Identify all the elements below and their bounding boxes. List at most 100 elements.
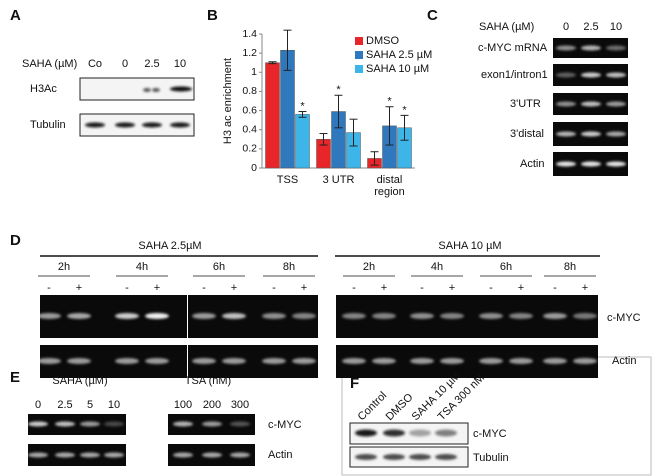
y-tick-label: 0.2 bbox=[242, 143, 257, 155]
y-tick-label: 0.6 bbox=[242, 104, 257, 116]
gel bbox=[28, 414, 126, 435]
band bbox=[440, 358, 464, 364]
row-label: 3'UTR bbox=[510, 98, 541, 110]
treatment-label: + bbox=[76, 282, 82, 294]
band bbox=[606, 101, 626, 107]
band bbox=[355, 454, 377, 460]
row-label: Tubulin bbox=[30, 119, 66, 131]
lane-label: 200 bbox=[203, 399, 221, 411]
group-title: SAHA 10 µM bbox=[438, 240, 501, 252]
row-label: H3Ac bbox=[30, 83, 57, 95]
error-bar bbox=[298, 111, 307, 118]
band bbox=[543, 313, 567, 319]
y-axis-label: H3 ac enrichment bbox=[222, 58, 234, 144]
treatment-label: + bbox=[518, 282, 524, 294]
y-tick-label: 1.2 bbox=[242, 47, 257, 59]
legend-swatch bbox=[355, 37, 363, 45]
treatment-label: + bbox=[231, 282, 237, 294]
lane-label: Control bbox=[356, 390, 390, 424]
lane-label: 0 bbox=[122, 58, 128, 70]
bar bbox=[295, 114, 310, 169]
error-bar bbox=[349, 118, 358, 147]
band bbox=[410, 358, 434, 364]
band bbox=[383, 429, 405, 437]
band bbox=[145, 313, 169, 319]
significance-mark: * bbox=[336, 84, 341, 96]
lane-label: 2.5 bbox=[583, 21, 598, 33]
band bbox=[222, 358, 246, 364]
band bbox=[606, 131, 626, 137]
treatment-label: - bbox=[272, 282, 276, 294]
band bbox=[581, 161, 601, 167]
group-title: SAHA (µM) bbox=[52, 375, 107, 387]
lane-label: 10 bbox=[610, 21, 622, 33]
treatment-label: - bbox=[553, 282, 557, 294]
band bbox=[409, 429, 431, 437]
row-label: c-MYC bbox=[607, 312, 641, 324]
bar bbox=[265, 62, 280, 169]
band bbox=[556, 101, 576, 107]
band bbox=[230, 452, 250, 458]
legend-label: DMSO bbox=[366, 35, 399, 47]
error-bar bbox=[319, 133, 328, 146]
panel-letter: A bbox=[10, 7, 21, 24]
band bbox=[435, 454, 457, 460]
band bbox=[342, 358, 366, 364]
lane-label: 300 bbox=[231, 399, 249, 411]
row-label: Actin bbox=[268, 449, 292, 461]
panel-letter: B bbox=[207, 7, 218, 24]
band bbox=[479, 313, 503, 319]
y-tick-label: 0 bbox=[251, 162, 257, 174]
band bbox=[80, 452, 100, 458]
band bbox=[509, 358, 533, 364]
band bbox=[556, 72, 576, 78]
treatment-label: + bbox=[301, 282, 307, 294]
time-label: 2h bbox=[363, 261, 375, 273]
axis-label: SAHA (µM) bbox=[479, 21, 534, 33]
band bbox=[262, 358, 286, 364]
treatment-label: + bbox=[449, 282, 455, 294]
time-label: 4h bbox=[136, 261, 148, 273]
lane-label: 100 bbox=[174, 399, 192, 411]
y-tick-label: 1 bbox=[251, 66, 257, 78]
band bbox=[606, 45, 626, 51]
treatment-label: - bbox=[202, 282, 206, 294]
time-label: 6h bbox=[500, 261, 512, 273]
band bbox=[262, 313, 286, 319]
band bbox=[556, 161, 576, 167]
panel-letter: F bbox=[350, 375, 359, 392]
lane-label: 10 bbox=[108, 399, 120, 411]
group-title: TSA (nM) bbox=[185, 375, 231, 387]
band bbox=[115, 122, 135, 128]
time-label: 4h bbox=[431, 261, 443, 273]
panel-letter: E bbox=[10, 369, 20, 386]
band bbox=[410, 313, 434, 319]
treatment-label: + bbox=[582, 282, 588, 294]
band bbox=[55, 421, 75, 427]
error-bar bbox=[268, 61, 277, 65]
band bbox=[440, 313, 464, 319]
row-label: c-MYC mRNA bbox=[478, 42, 548, 54]
significance-mark: * bbox=[402, 104, 407, 116]
band bbox=[170, 122, 190, 128]
group-title: SAHA 2.5µM bbox=[138, 240, 201, 252]
error-bar bbox=[385, 106, 394, 146]
row-label: Actin bbox=[612, 355, 636, 367]
treatment-label: - bbox=[489, 282, 493, 294]
blot bbox=[79, 113, 195, 137]
band bbox=[543, 358, 567, 364]
lane-label: 0 bbox=[563, 21, 569, 33]
band bbox=[104, 421, 124, 427]
treatment-label: + bbox=[154, 282, 160, 294]
time-label: 8h bbox=[564, 261, 576, 273]
x-tick-label: distal region bbox=[374, 174, 405, 198]
band bbox=[479, 358, 503, 364]
panel-letter: C bbox=[427, 7, 438, 24]
time-label: 2h bbox=[58, 261, 70, 273]
row-label: exon1/intron1 bbox=[481, 69, 548, 81]
band bbox=[342, 313, 366, 319]
lane-label: 5 bbox=[87, 399, 93, 411]
band bbox=[173, 452, 193, 458]
treatment-label: - bbox=[125, 282, 129, 294]
